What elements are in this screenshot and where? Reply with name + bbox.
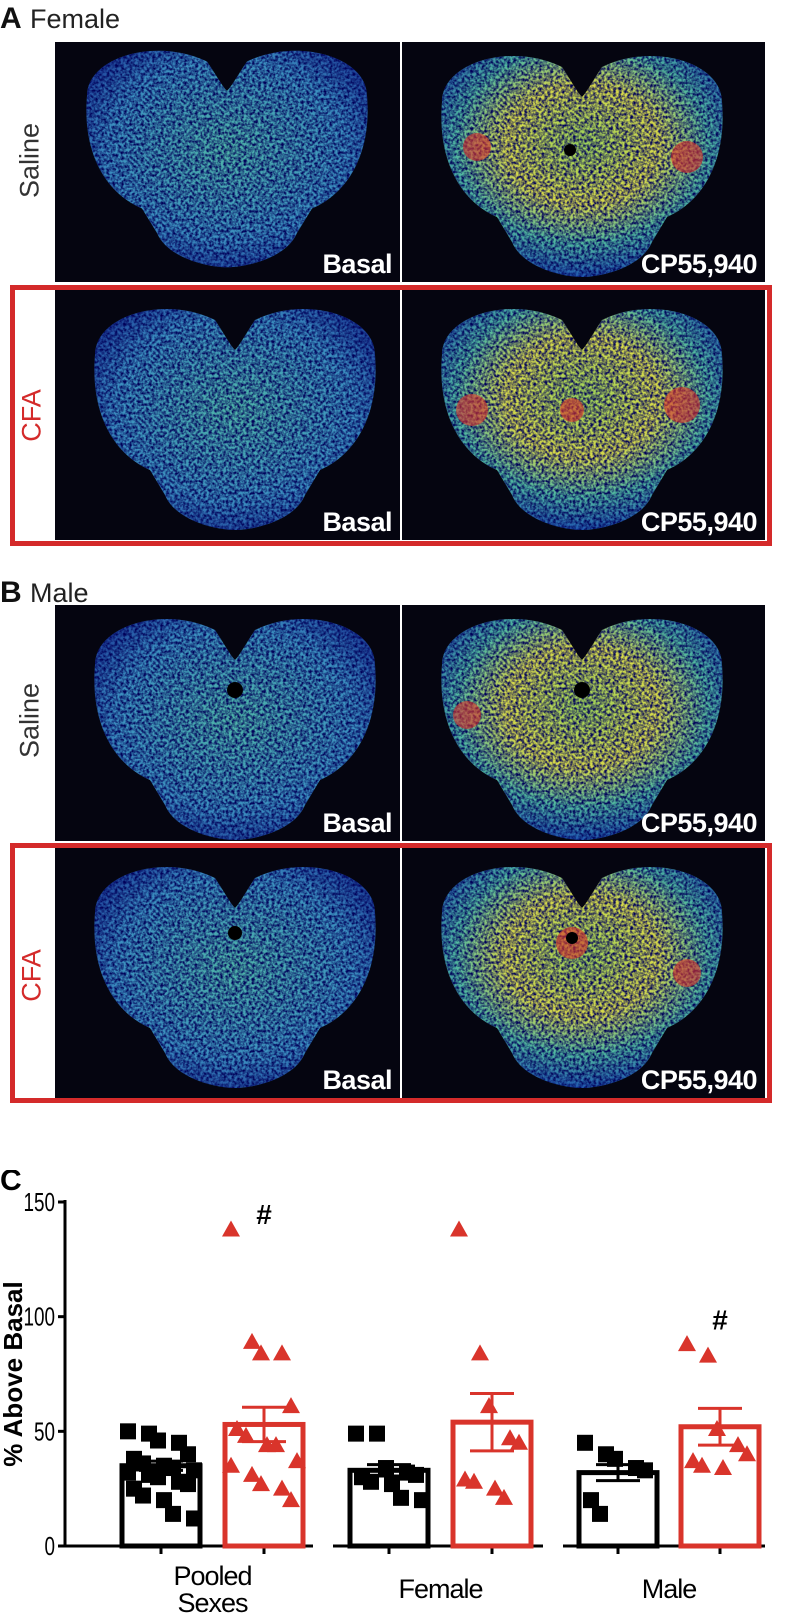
y-axis-label: % Above Basal [0, 1281, 28, 1466]
image-female-cfa-basal: Basal [55, 290, 400, 540]
significance-marker: # [256, 1199, 272, 1230]
x-category-label: Sexes [177, 1588, 248, 1614]
caption-cp55940: CP55,940 [640, 507, 758, 537]
data-point-triangle [693, 1456, 711, 1473]
data-point-triangle [471, 1344, 489, 1361]
image-male-saline-cp55940: CP55,940 [402, 605, 765, 841]
data-point-triangle [243, 1332, 261, 1349]
caption-basal: Basal [322, 808, 392, 838]
caption-cp55940: CP55,940 [640, 808, 758, 838]
image-female-saline-basal: Basal [55, 42, 400, 282]
data-point-triangle [699, 1346, 717, 1363]
data-point-triangle [486, 1479, 504, 1496]
row-label-cfa: CFA [16, 389, 47, 442]
cfa-highlight-box [10, 843, 772, 1103]
data-point-triangle [714, 1459, 732, 1476]
x-category-label: Pooled [173, 1561, 251, 1591]
x-category-label: Male [642, 1574, 697, 1604]
data-point-square [414, 1492, 430, 1509]
data-point-square [180, 1446, 196, 1463]
caption-basal: Basal [322, 1065, 392, 1095]
data-point-triangle [684, 1452, 702, 1469]
row-label-saline: Saline [14, 122, 45, 199]
data-point-triangle [222, 1456, 240, 1473]
data-point-square [637, 1462, 653, 1479]
caption-cp55940: CP55,940 [640, 1065, 758, 1095]
data-point-square [165, 1505, 181, 1522]
panel-a-letter: A [0, 2, 22, 35]
data-point-square [577, 1434, 593, 1451]
data-point-square [378, 1460, 394, 1477]
y-tick-label: 0 [45, 1531, 56, 1561]
data-point-triangle [678, 1335, 696, 1352]
data-point-triangle [222, 1220, 240, 1237]
data-point-square [186, 1510, 202, 1527]
data-point-square [408, 1466, 424, 1483]
data-point-square [369, 1425, 385, 1442]
data-point-square [393, 1489, 409, 1506]
data-point-triangle [501, 1429, 519, 1446]
data-point-square [348, 1425, 364, 1442]
y-tick-label: 50 [34, 1416, 55, 1446]
data-point-triangle [282, 1491, 300, 1508]
bar-saline [576, 1470, 660, 1549]
image-female-cfa-cp55940: CP55,940 [402, 290, 765, 540]
data-point-square [120, 1464, 136, 1481]
data-point-triangle [267, 1436, 285, 1453]
y-tick-label: 100 [24, 1302, 56, 1332]
data-point-triangle [450, 1220, 468, 1237]
data-point-triangle [228, 1420, 246, 1437]
cfa-highlight-box [10, 285, 772, 546]
x-category-label: Female [398, 1574, 482, 1604]
data-point-triangle [282, 1397, 300, 1414]
data-point-square [165, 1460, 181, 1477]
panel-a-sex: Female [30, 4, 121, 34]
data-point-triangle [738, 1445, 756, 1462]
data-point-triangle [252, 1344, 270, 1361]
panel-b-sex: Male [30, 578, 89, 608]
data-point-square [135, 1487, 151, 1504]
significance-marker: # [712, 1304, 728, 1335]
y-tick-label: 150 [24, 1187, 56, 1217]
data-point-square [592, 1505, 608, 1522]
data-point-square [363, 1473, 379, 1490]
row-label-saline: Saline [14, 682, 45, 759]
panel-c-letter: C [0, 1170, 22, 1197]
data-point-triangle [243, 1465, 261, 1482]
data-point-triangle [465, 1472, 483, 1489]
data-point-triangle [273, 1344, 291, 1361]
data-point-triangle [237, 1426, 255, 1443]
data-point-square [150, 1469, 166, 1486]
image-male-saline-basal: Basal [55, 605, 400, 841]
data-point-square [607, 1450, 623, 1467]
image-male-cfa-cp55940: CP55,940 [402, 848, 765, 1098]
data-point-square [186, 1462, 202, 1479]
data-point-square [120, 1423, 136, 1440]
data-point-triangle [510, 1433, 528, 1450]
data-point-square [156, 1492, 172, 1509]
data-point-triangle [252, 1475, 270, 1492]
data-point-triangle [288, 1452, 306, 1469]
data-point-triangle [480, 1397, 498, 1414]
data-point-square [583, 1492, 599, 1509]
caption-cp55940: CP55,940 [640, 249, 758, 279]
caption-basal: Basal [322, 249, 392, 279]
caption-basal: Basal [322, 507, 392, 537]
data-point-triangle [273, 1479, 291, 1496]
data-point-square [384, 1476, 400, 1493]
panel-b-letter: B [0, 576, 22, 609]
data-point-square [150, 1432, 166, 1449]
image-female-saline-cp55940: CP55,940 [402, 42, 765, 282]
data-point-square [180, 1476, 196, 1493]
image-male-cfa-basal: Basal [55, 848, 400, 1098]
data-point-triangle [495, 1488, 513, 1505]
row-label-cfa: CFA [16, 949, 47, 1002]
